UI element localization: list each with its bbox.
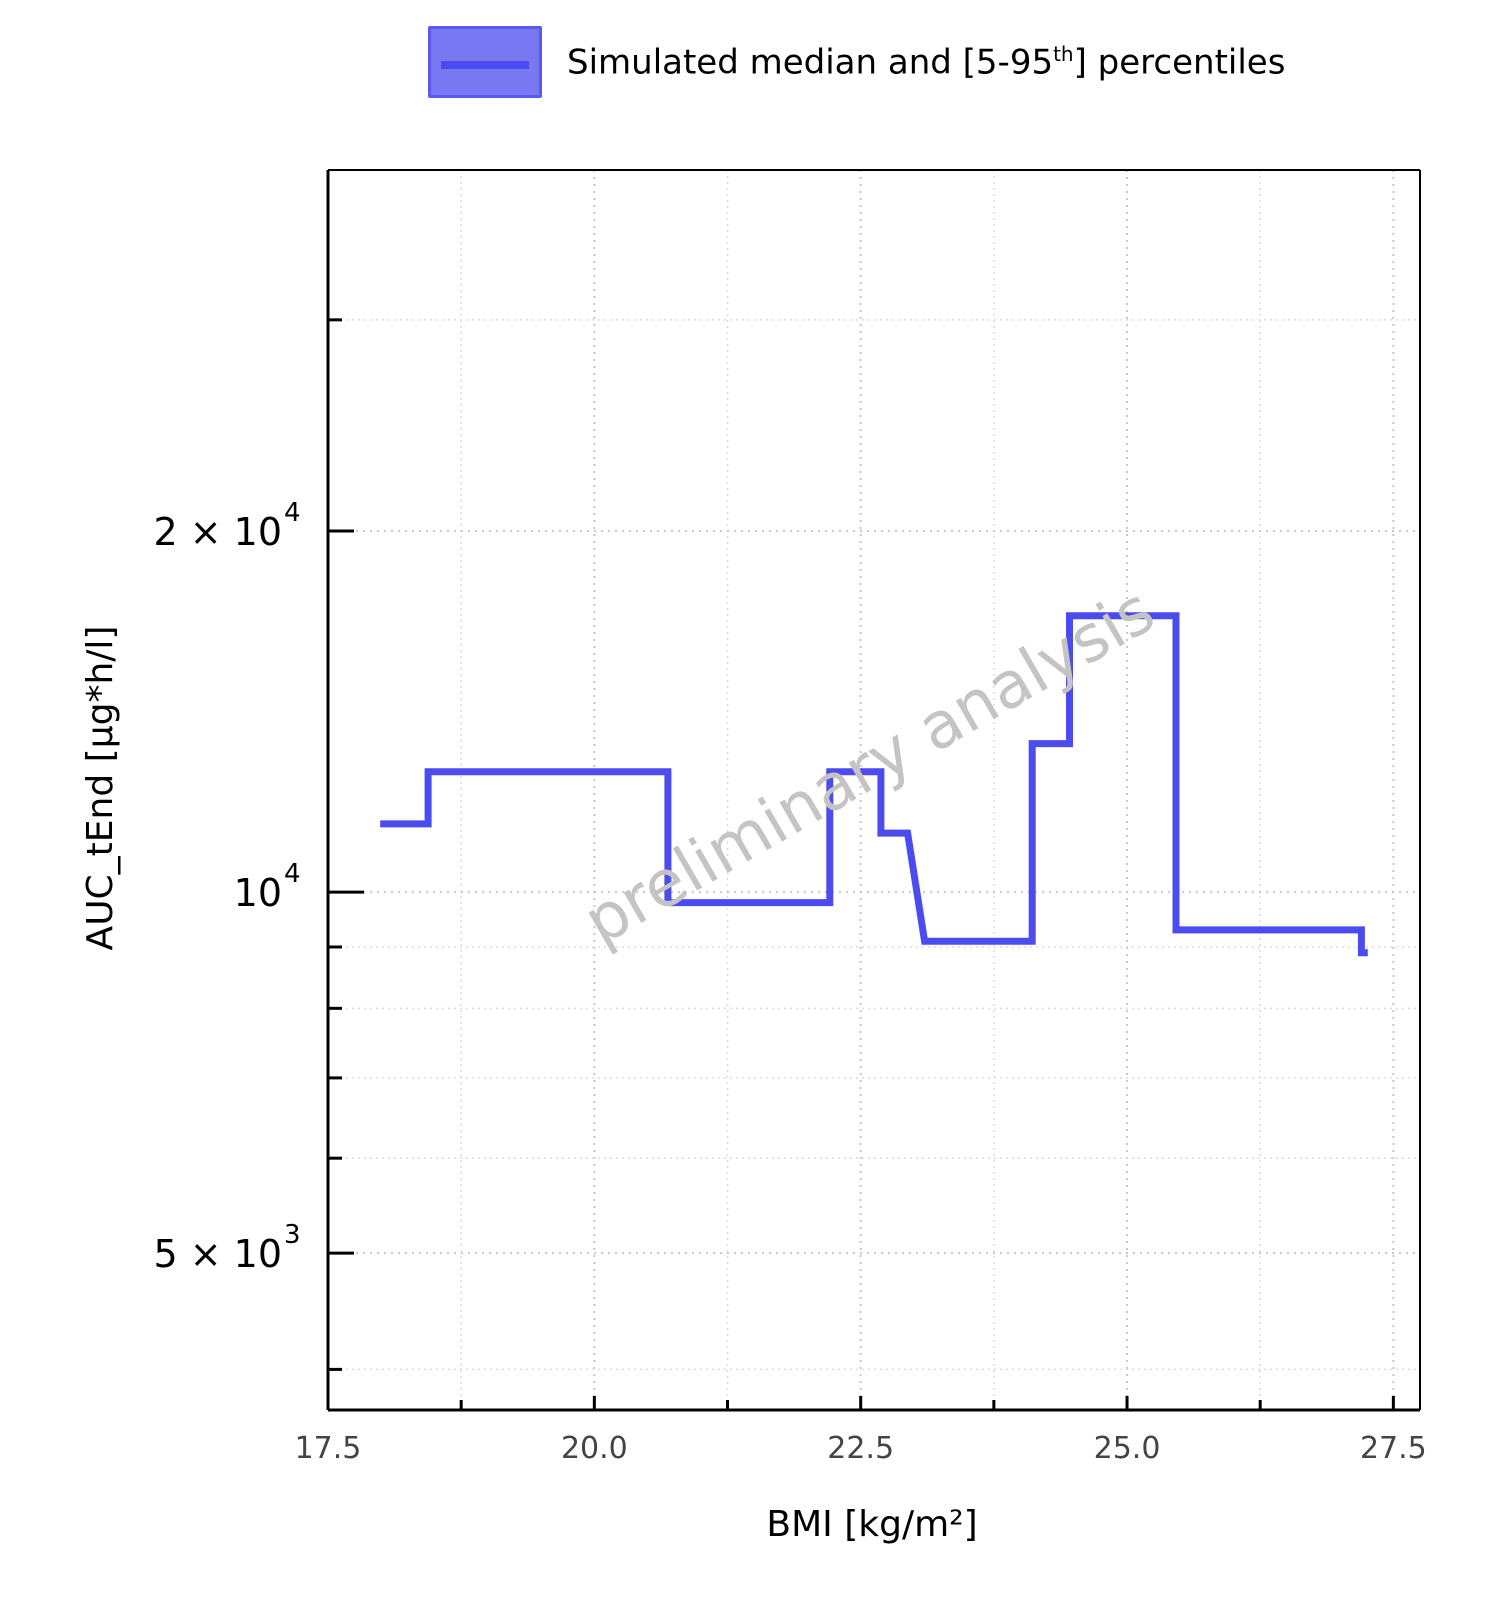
y-tick-label-exponent: 3: [284, 1220, 301, 1250]
legend-line-sample: [441, 61, 529, 69]
tick-marks: 5 × 10 310 42 × 10 417.5 20.0 22.5 25.0 27.5: [153, 318, 1427, 1466]
y-tick-label: 2 × 10: [153, 510, 282, 554]
y-tick-label-exponent: 4: [284, 498, 301, 528]
x-tick-label: 20.0: [561, 1431, 628, 1466]
x-tick-label: 25.0: [1094, 1431, 1161, 1466]
y-tick-label: 5 × 10: [153, 1232, 282, 1276]
watermark-text: preliminary analysis: [572, 574, 1167, 960]
legend-swatch: [428, 26, 542, 98]
x-axis-label: BMI [kg/m²]: [766, 1504, 977, 1545]
legend-label-end: ] percentiles: [1073, 42, 1286, 83]
series-line-median: [380, 612, 1368, 957]
axes: [326, 169, 1421, 1412]
x-tick-label: 27.5: [1360, 1431, 1427, 1466]
y-axis-label: AUC_tEnd [µg*h/l]: [80, 626, 121, 951]
legend-label-superscript: th: [1053, 41, 1074, 66]
legend: Simulated median and [5-95th] percentile…: [428, 24, 1285, 100]
x-tick-label: 22.5: [827, 1431, 894, 1466]
series-layer: [380, 612, 1368, 957]
y-tick-label: 10: [234, 871, 282, 915]
legend-label: Simulated median and [5-95th] percentile…: [567, 42, 1285, 82]
legend-label-start: Simulated median and [5-95: [567, 42, 1054, 83]
y-tick-label-exponent: 4: [284, 859, 301, 889]
x-tick-label: 17.5: [295, 1431, 362, 1466]
grid-lines: [327, 170, 1420, 1410]
